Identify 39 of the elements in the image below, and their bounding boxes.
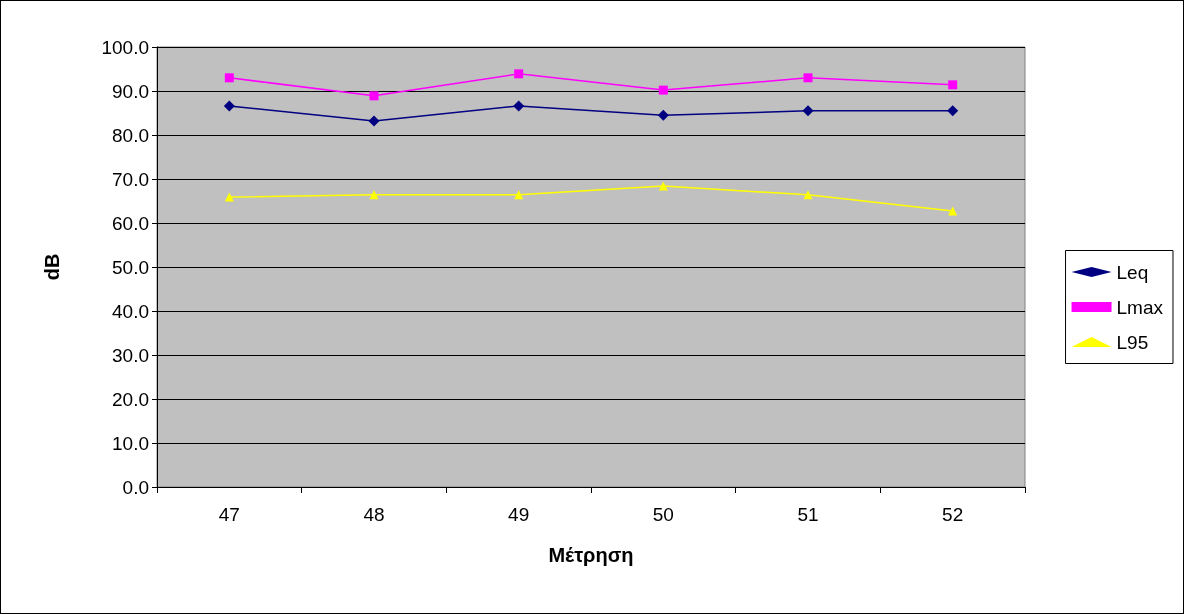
y-tick-label: 80.0 bbox=[112, 124, 149, 146]
y-tick-label: 40.0 bbox=[112, 300, 149, 322]
y-tick-label: 70.0 bbox=[112, 168, 149, 190]
point bbox=[803, 73, 813, 83]
point bbox=[369, 91, 379, 101]
y-tick-label: 10.0 bbox=[112, 432, 149, 454]
y-tick-label: 90.0 bbox=[112, 80, 149, 102]
legend-label: Lmax bbox=[1116, 296, 1164, 318]
x-tick-label: 48 bbox=[363, 504, 385, 525]
point bbox=[948, 206, 958, 216]
y-tick-label: 50.0 bbox=[112, 256, 149, 278]
y-tick-label: 100.0 bbox=[101, 36, 149, 58]
point bbox=[802, 105, 814, 117]
x-tick-label: 52 bbox=[942, 504, 964, 525]
x-axis-title: Μέτρηση bbox=[548, 544, 634, 566]
point bbox=[369, 190, 379, 200]
y-tick-label: 30.0 bbox=[112, 344, 149, 366]
y-tick-label: 0.0 bbox=[122, 476, 149, 498]
point bbox=[658, 181, 668, 191]
point bbox=[948, 80, 958, 90]
point bbox=[513, 100, 525, 112]
y-axis-title: dB bbox=[41, 253, 63, 281]
legend-label: Leq bbox=[1116, 261, 1149, 283]
x-tick-label: 50 bbox=[652, 504, 674, 525]
point bbox=[803, 190, 813, 200]
point bbox=[368, 115, 380, 127]
y-tick-label: 60.0 bbox=[112, 212, 149, 234]
point bbox=[223, 100, 235, 112]
point bbox=[658, 85, 668, 95]
x-tick-label: 49 bbox=[508, 504, 530, 525]
point bbox=[224, 192, 234, 202]
legend-label: L95 bbox=[1116, 331, 1149, 353]
point bbox=[947, 105, 959, 117]
point bbox=[224, 73, 234, 83]
x-tick-label: 51 bbox=[797, 504, 819, 525]
y-tick-label: 20.0 bbox=[112, 388, 149, 410]
point bbox=[514, 69, 524, 79]
x-tick-label: 47 bbox=[218, 504, 240, 525]
point bbox=[657, 109, 669, 121]
